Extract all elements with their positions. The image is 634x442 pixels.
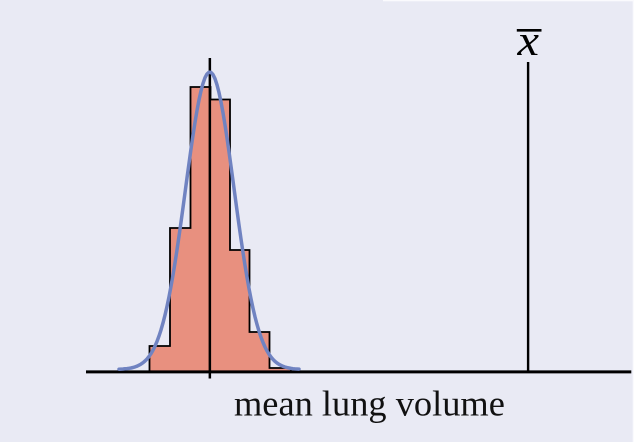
svg-text:x: x <box>516 17 539 65</box>
svg-text:mean lung volume: mean lung volume <box>234 384 505 424</box>
